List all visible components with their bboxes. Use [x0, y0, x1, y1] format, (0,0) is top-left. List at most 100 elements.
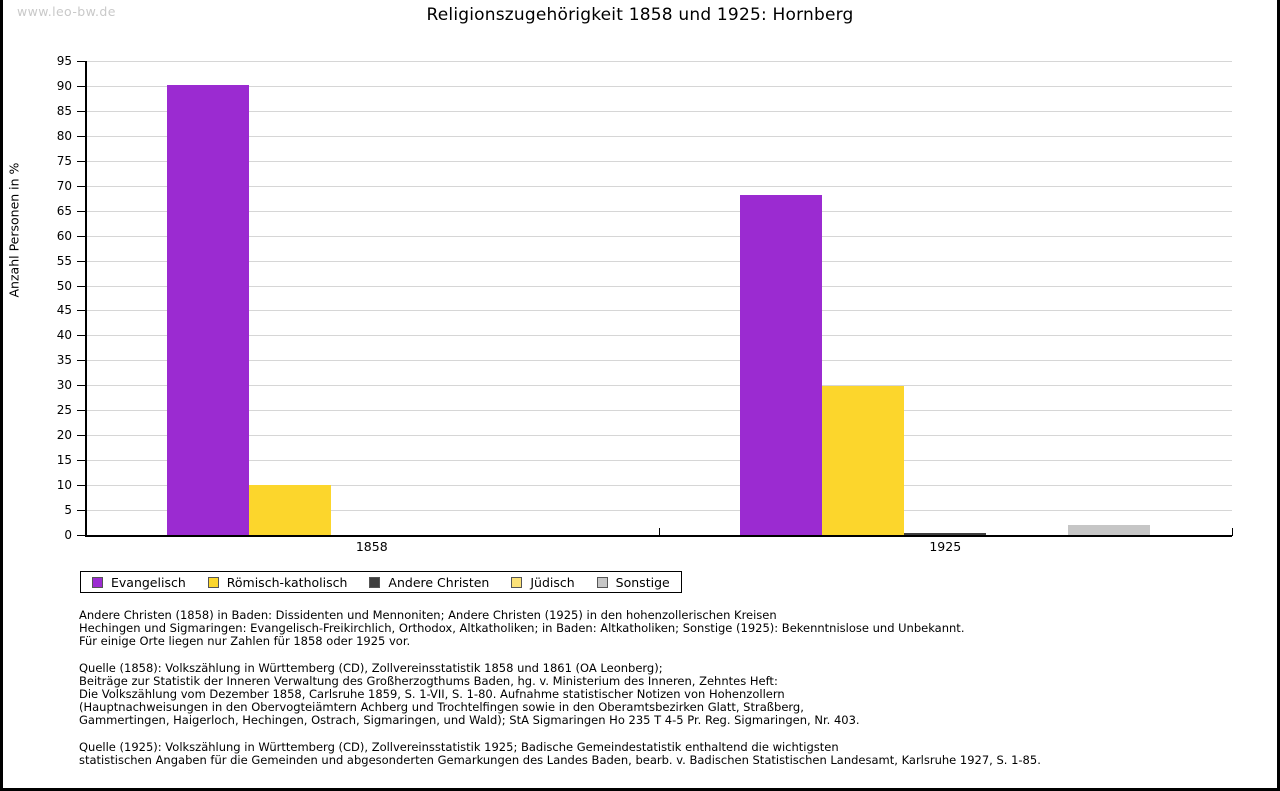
chart-title: Religionszugehörigkeit 1858 und 1925: Ho… [426, 5, 854, 25]
y-axis-tick [77, 535, 85, 536]
gridline [85, 61, 1232, 62]
y-axis-tick [77, 85, 85, 87]
footnote-block-1: Andere Christen (1858) in Baden: Disside… [79, 608, 1199, 649]
gridline [85, 135, 1232, 137]
gridline [85, 360, 1232, 362]
legend-item-andere-christen[interactable]: Andere Christen [369, 575, 489, 590]
footnote-block-2: Quelle (1858): Volkszählung in Württembe… [79, 660, 1199, 728]
footnote-line: (Hauptnachweisungen in den Obervogteiämt… [79, 700, 804, 715]
y-axis-tick [77, 110, 85, 112]
gridline [85, 110, 1232, 112]
footnote-line: Quelle (1925): Volkszählung in Württembe… [79, 739, 839, 754]
legend-label: Andere Christen [388, 574, 490, 590]
legend-item-r-misch-katholisch[interactable]: Römisch-katholisch [207, 574, 348, 590]
y-axis-tick-label: 80 [56, 128, 72, 143]
gridline [85, 260, 1232, 262]
y-axis-tick [77, 135, 85, 137]
gridline [85, 160, 1232, 162]
legend-swatch-icon [511, 576, 523, 588]
gridline [85, 485, 1232, 487]
y-axis-tick [77, 235, 85, 237]
y-axis-tick-label: 70 [56, 178, 72, 193]
y-axis-tick-label: 5 [64, 503, 72, 518]
footnote-line: Die Volkszählung vom Dezember 1858, Carl… [79, 687, 785, 702]
bar-1925-andere-christen [904, 533, 987, 535]
y-axis-tick [77, 260, 85, 262]
gridline [85, 460, 1232, 462]
legend-swatch-icon [207, 576, 219, 588]
gridline [85, 510, 1232, 512]
y-axis-tick-label: 10 [56, 478, 72, 493]
y-axis-tick-label: 35 [56, 353, 72, 368]
bar-1925-sonstige [1068, 525, 1151, 535]
y-axis-tick-label: 65 [56, 203, 72, 218]
y-axis-tick-label: 15 [56, 453, 72, 468]
legend-label: Jüdisch [530, 574, 575, 590]
x-axis-label-1925: 1925 [929, 539, 962, 554]
y-axis-tick-label: 85 [56, 103, 72, 118]
y-axis-tick [77, 61, 85, 62]
x-axis-end-tick [1232, 528, 1233, 536]
y-axis-tick-label: 45 [56, 303, 72, 318]
y-axis-title: Anzahl Personen in % [6, 162, 22, 298]
y-axis-tick-label: 55 [56, 253, 72, 268]
y-axis-tick [77, 360, 85, 362]
bar-1925-evangelisch [740, 195, 823, 535]
gridline [85, 310, 1232, 312]
legend-swatch-icon [92, 576, 103, 588]
legend-swatch-icon [596, 576, 608, 588]
legend-item-j-disch[interactable]: Jüdisch [511, 574, 575, 590]
y-axis-tick [77, 510, 85, 512]
footnotes: Andere Christen (1858) in Baden: Disside… [79, 608, 1199, 780]
footnote-line: Für einige Orte liegen nur Zahlen für 18… [79, 634, 411, 649]
gridline [85, 385, 1232, 387]
legend-label: Evangelisch [111, 574, 186, 590]
x-axis-line [85, 535, 1232, 537]
gridline [85, 85, 1232, 87]
legend-label: Sonstige [615, 574, 670, 590]
legend-swatch-icon [369, 576, 381, 588]
footnote-line: Andere Christen (1858) in Baden: Disside… [79, 608, 777, 622]
y-axis-tick-label: 30 [56, 378, 72, 393]
y-axis-tick [77, 160, 85, 162]
y-axis-tick-label: 25 [56, 403, 72, 418]
gridline [85, 410, 1232, 412]
y-axis-tick-label: 20 [56, 428, 72, 443]
plot-area [85, 61, 1232, 535]
gridline [85, 235, 1232, 237]
y-axis-line [85, 61, 87, 536]
y-axis-tick [77, 335, 85, 337]
y-axis-tick-label: 90 [56, 78, 72, 93]
bar-1858-r-misch-katholisch [248, 485, 331, 535]
legend-label: Römisch-katholisch [226, 574, 348, 590]
y-axis-tick [77, 410, 85, 412]
footnote-block-3: Quelle (1925): Volkszählung in Württembe… [79, 739, 1199, 767]
gridline [85, 185, 1232, 187]
y-axis-tick [77, 460, 85, 462]
footnote-line: Hechingen und Sigmaringen: Evangelisch-F… [79, 621, 965, 636]
x-axis-group-separator-tick [658, 528, 660, 536]
y-axis-tick [77, 385, 85, 387]
gridline [85, 210, 1232, 212]
y-axis-tick-label: 95 [56, 54, 72, 68]
legend-item-evangelisch[interactable]: Evangelisch [92, 575, 186, 590]
bar-1858-evangelisch [166, 84, 249, 535]
footnote-line: statistischen Angaben für die Gemeinden … [79, 752, 1041, 767]
gridline [85, 335, 1232, 337]
y-axis-tick-label: 0 [64, 528, 72, 542]
y-axis-tick [77, 210, 85, 212]
footnote-line: Gammertingen, Haigerloch, Hechingen, Ost… [79, 713, 860, 728]
y-axis-tick-label: 40 [56, 328, 72, 343]
y-axis-tick-label: 50 [56, 278, 72, 293]
site-watermark: www.leo-bw.de [17, 4, 116, 19]
legend-item-sonstige[interactable]: Sonstige [596, 574, 670, 590]
y-axis-tick [77, 485, 85, 487]
gridline [85, 285, 1232, 287]
gridline [85, 435, 1232, 437]
footnote-line: Quelle (1858): Volkszählung in Württembe… [79, 660, 663, 675]
y-axis-tick [77, 185, 85, 187]
x-axis-label-1858: 1858 [355, 539, 388, 554]
bar-1925-r-misch-katholisch [822, 386, 905, 535]
footnote-line: Beiträge zur Statistik der Inneren Verwa… [79, 673, 778, 688]
chart-plot-wrapper: Anzahl Personen in % 0 5 10 15 20 25 30 35 40 45 5… [6, 54, 1233, 554]
